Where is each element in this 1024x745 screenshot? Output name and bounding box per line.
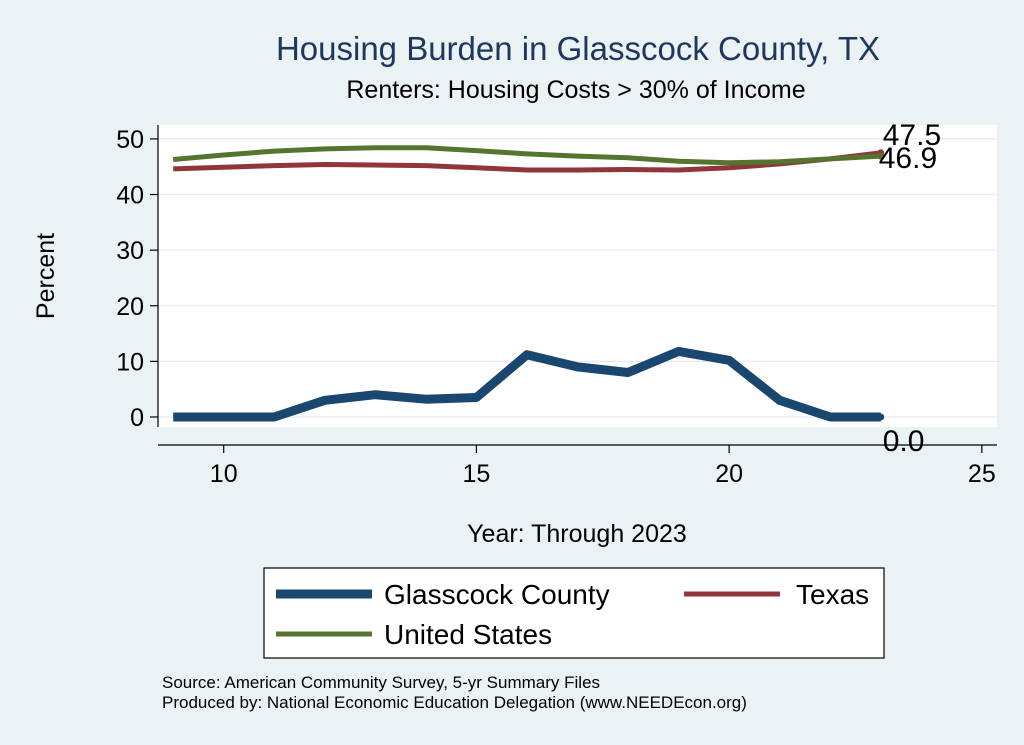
chart-title: Housing Burden in Glasscock County, TX — [276, 30, 880, 67]
y-axis-title: Percent — [32, 233, 60, 319]
y-tick-label-40: 40 — [116, 182, 144, 210]
x-tick-label-25: 25 — [968, 460, 996, 488]
y-tick-label-50: 50 — [116, 126, 144, 154]
x-tick-label-15: 15 — [463, 460, 491, 488]
end-label-glasscock-county: 0.0 — [883, 425, 925, 458]
legend-label-united-states: United States — [384, 619, 552, 650]
y-tick-label-0: 0 — [130, 404, 144, 432]
plot-area — [158, 125, 997, 427]
y-axis: 0 10 20 30 40 50 — [116, 125, 159, 432]
gridlines — [158, 138, 997, 418]
end-point-glasscock-county — [877, 413, 885, 421]
legend: Glasscock County Texas United States — [263, 567, 885, 659]
x-axis-title: Year: Through 2023 — [467, 520, 687, 548]
y-tick-label-20: 20 — [116, 293, 144, 321]
y-tick-label-10: 10 — [116, 348, 144, 376]
series-line-texas — [173, 150, 882, 173]
y-tick-label-30: 30 — [116, 237, 144, 265]
legend-box — [263, 567, 885, 659]
legend-label-glasscock-county: Glasscock County — [384, 579, 610, 610]
series-line-united-states — [172, 145, 881, 166]
end-label-united-states: 46.9 — [879, 142, 937, 175]
source-note: Source: American Community Survey, 5-yr … — [162, 673, 600, 692]
x-tick-label-10: 10 — [210, 460, 238, 488]
chart-subtitle: Renters: Housing Costs > 30% of Income — [346, 76, 805, 104]
producer-note: Produced by: National Economic Education… — [162, 693, 747, 712]
end-point-united-states — [877, 152, 885, 160]
end-labels: 0.0 47.546.9 — [879, 119, 941, 458]
x-tick-label-20: 20 — [715, 460, 743, 488]
x-axis: 10 15 20 25 — [158, 444, 997, 488]
legend-label-texas: Texas — [796, 579, 869, 610]
series-lines — [172, 145, 885, 422]
series-line-glasscock-county — [173, 346, 881, 422]
end-label-texas: 47.5 — [883, 119, 941, 152]
